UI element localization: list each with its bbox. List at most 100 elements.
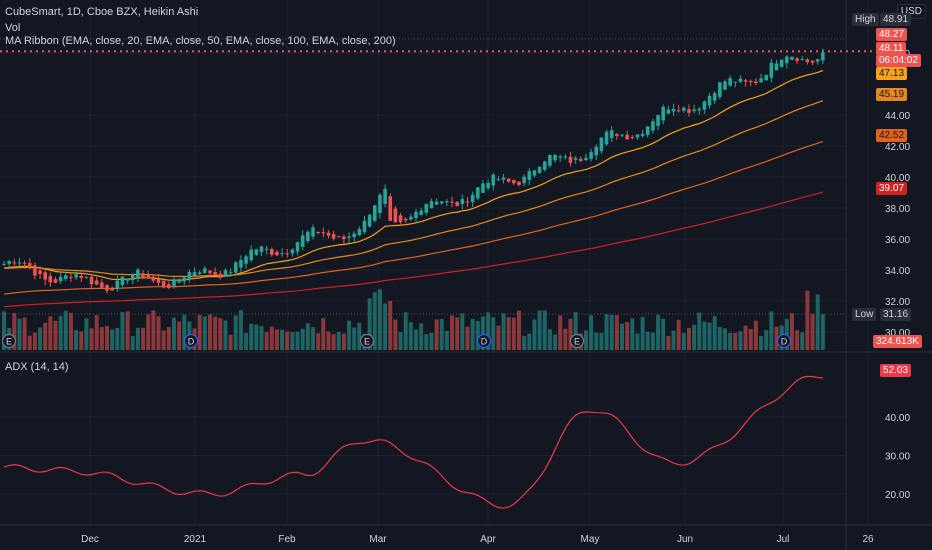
- volume-bar: [795, 330, 800, 350]
- candle-body: [640, 133, 645, 136]
- volume-bar: [259, 326, 264, 350]
- candle-body: [136, 269, 140, 278]
- volume-bar: [419, 323, 424, 350]
- volume-bar: [712, 316, 717, 350]
- volume-bar: [79, 331, 84, 350]
- volume-bar: [635, 333, 640, 350]
- candle-body: [738, 78, 743, 82]
- candle-body: [584, 157, 588, 160]
- volume-bar: [650, 332, 655, 350]
- candle-body: [172, 279, 176, 287]
- candle-body: [167, 284, 171, 288]
- candle-body: [517, 181, 521, 185]
- candle-body: [450, 201, 454, 203]
- volume-bar: [733, 332, 738, 350]
- candle-body: [239, 259, 243, 268]
- candle-body: [264, 248, 269, 250]
- volume-bar: [264, 332, 269, 350]
- volume-bar: [197, 314, 202, 350]
- ema-20-line: [3, 69, 824, 281]
- candle-body: [779, 59, 784, 67]
- volume-bar: [27, 335, 32, 350]
- candle-body: [676, 110, 681, 112]
- volume-bar: [223, 320, 228, 350]
- volume-bar: [625, 322, 630, 350]
- volume-bar: [238, 310, 243, 350]
- candle-body: [656, 115, 660, 126]
- volume-bar: [609, 314, 614, 350]
- volume-bar: [444, 330, 449, 350]
- volume-bar: [728, 332, 733, 350]
- volume-bar: [94, 315, 99, 350]
- volume-bar: [532, 319, 537, 350]
- candle-body: [69, 277, 73, 279]
- volume-bar: [707, 322, 712, 350]
- candle-body: [476, 187, 480, 199]
- adx-line: [3, 375, 823, 509]
- candle-body: [671, 108, 676, 112]
- volume-bar: [393, 319, 398, 350]
- volume-bar: [110, 329, 115, 350]
- candle-body: [810, 60, 815, 63]
- volume-bar: [491, 317, 496, 350]
- volume-bar: [681, 332, 686, 350]
- event-marker-label: D: [781, 337, 788, 347]
- time-tick-label: Mar: [369, 534, 387, 545]
- candle-body: [295, 242, 300, 252]
- volume-bar: [501, 313, 506, 350]
- volume-bar: [810, 313, 815, 350]
- volume-bar: [815, 294, 820, 350]
- volume-bar: [295, 331, 300, 350]
- price-tick-label: 40.00: [885, 173, 910, 184]
- volume-bar: [403, 312, 408, 350]
- volume-bar: [336, 331, 341, 350]
- volume-bar: [692, 324, 697, 350]
- volume-bar: [424, 334, 429, 350]
- volume-bar: [156, 316, 161, 350]
- candle-body: [481, 183, 485, 193]
- candle-body: [367, 214, 372, 227]
- candle-body: [635, 134, 640, 138]
- candle-body: [94, 280, 99, 285]
- volume-bar: [321, 318, 326, 350]
- candle-body: [687, 109, 691, 113]
- candle-body: [506, 178, 511, 182]
- candle-body: [532, 170, 537, 176]
- volume-bar: [290, 332, 295, 350]
- candle-body: [486, 182, 490, 189]
- volume-bar: [285, 331, 290, 350]
- volume-bar: [527, 333, 532, 350]
- candle-body: [27, 263, 32, 268]
- volume-bar: [630, 318, 635, 350]
- candle-body: [357, 228, 362, 236]
- volume-bar: [676, 319, 681, 350]
- candle-body: [38, 270, 42, 275]
- volume-bar: [105, 325, 109, 350]
- chart-title: CubeSmart, 1D, Cboe BZX, Heikin Ashi: [5, 6, 199, 18]
- candle-body: [594, 146, 599, 156]
- candle-body: [589, 152, 593, 159]
- volume-bar: [480, 316, 485, 350]
- volume-bar: [213, 316, 218, 350]
- candle-body: [414, 211, 418, 219]
- candle-body: [342, 236, 346, 240]
- volume-bar: [439, 318, 444, 350]
- candle-body: [79, 275, 84, 279]
- volume-bar: [784, 318, 789, 350]
- time-tick-label: May: [581, 534, 600, 545]
- volume-bar: [233, 315, 238, 350]
- candle-body: [100, 282, 104, 288]
- volume-bar: [125, 311, 130, 350]
- time-tick-label: 26: [862, 534, 874, 545]
- volume-bar: [89, 328, 94, 350]
- candle-body: [692, 109, 696, 112]
- candle-body: [74, 274, 78, 278]
- volume-bar: [326, 331, 331, 350]
- volume-bar: [120, 312, 125, 350]
- volume-bar: [640, 316, 645, 350]
- candle-body: [285, 253, 290, 255]
- earnings-marker-icon: [1, 333, 17, 349]
- candle-body: [805, 59, 810, 63]
- candle-body: [645, 126, 650, 135]
